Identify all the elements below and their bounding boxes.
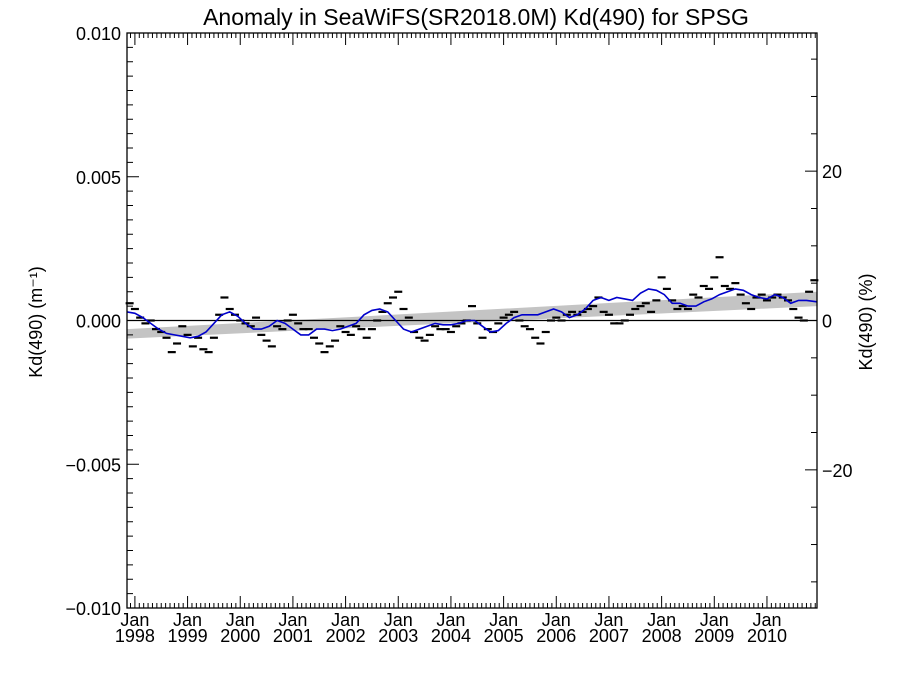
anomaly-markers <box>125 256 819 354</box>
y-tick-label-left: 0.000 <box>76 312 121 332</box>
chart-title: Anomaly in SeaWiFS(SR2018.0M) Kd(490) fo… <box>203 4 749 30</box>
x-tick-label-month: Jan <box>120 610 149 630</box>
y-axis-right-label: Kd(490) (%) <box>856 273 876 370</box>
x-tick-label-year: 2008 <box>642 626 682 646</box>
x-tick-label-year: 2004 <box>431 626 471 646</box>
x-tick-label-year: 2006 <box>536 626 576 646</box>
x-tick-label-year: 2005 <box>484 626 524 646</box>
x-tick-label-month: Jan <box>542 610 571 630</box>
x-tick-label-year: 2010 <box>747 626 787 646</box>
y-tick-label-right: −20 <box>822 461 853 481</box>
x-tick-label-month: Jan <box>278 610 307 630</box>
x-tick-label-year: 2001 <box>273 626 313 646</box>
x-tick-label-year: 2009 <box>694 626 734 646</box>
x-tick-label-month: Jan <box>594 610 623 630</box>
x-tick-label-year: 1999 <box>168 626 208 646</box>
y-tick-label-left: −0.005 <box>65 455 121 475</box>
x-tick-label-year: 2003 <box>378 626 418 646</box>
x-tick-label-month: Jan <box>331 610 360 630</box>
y-axis-left: 0.010 0.005 0.000 −0.005 −0.010 <box>65 24 139 619</box>
x-tick-label-month: Jan <box>700 610 729 630</box>
y-tick-label-left: 0.005 <box>76 168 121 188</box>
x-tick-label-month: Jan <box>173 610 202 630</box>
x-tick-label-month: Jan <box>384 610 413 630</box>
smoothed-line <box>126 288 818 339</box>
x-tick-label-month: Jan <box>436 610 465 630</box>
x-tick-label-year: 2007 <box>589 626 629 646</box>
x-tick-label-month: Jan <box>752 610 781 630</box>
y-axis-right: 20 0 −20 <box>805 58 853 583</box>
x-tick-label-year: 2000 <box>220 626 260 646</box>
x-tick-label-year: 2002 <box>326 626 366 646</box>
plot-area <box>125 32 819 609</box>
x-axis: Jan1998Jan1999Jan2000Jan2001Jan2002Jan20… <box>115 33 816 646</box>
x-tick-label-year: 1998 <box>115 626 155 646</box>
y-axis-left-label: Kd(490) (m⁻¹) <box>26 266 46 378</box>
y-tick-label-right: 0 <box>822 312 832 332</box>
y-tick-label-left: −0.010 <box>65 599 121 619</box>
y-tick-label-right: 20 <box>822 162 842 182</box>
x-tick-label-month: Jan <box>226 610 255 630</box>
y-tick-label-left: 0.010 <box>76 24 121 44</box>
x-tick-label-month: Jan <box>489 610 518 630</box>
x-tick-label-month: Jan <box>647 610 676 630</box>
